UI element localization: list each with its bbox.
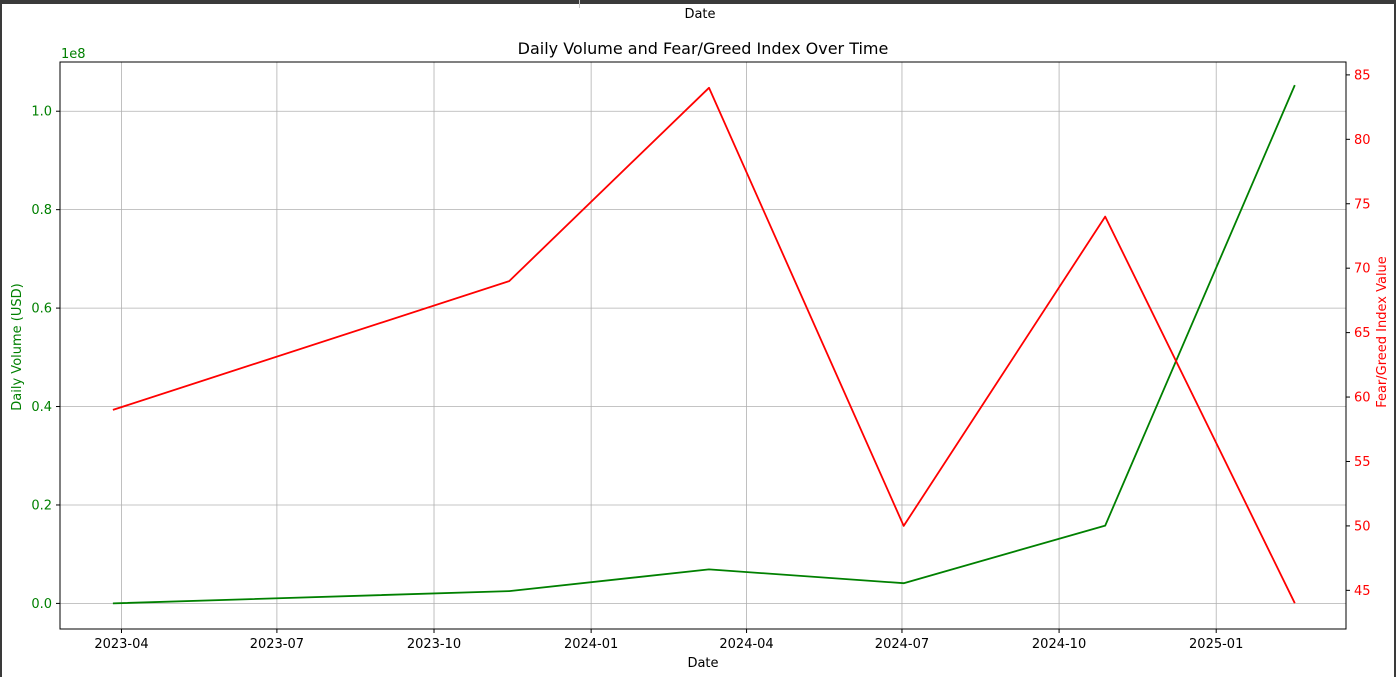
x-tick-label: 2023-10 [407,637,461,652]
left-y-tick-label: 0.4 [31,400,52,415]
plot-frame [59,61,1347,630]
right-y-tick-label: 85 [1354,68,1371,83]
x-tick-label: 2023-04 [94,637,148,652]
fear-greed-line [112,86,1296,604]
right-y-tick-label: 70 [1354,262,1371,277]
window-top-bar [0,0,1396,4]
left-y-tick-label: 0.2 [31,498,52,513]
left-y-tick-label: 0.0 [31,597,52,612]
right-y-tick-label: 50 [1354,519,1371,534]
right-y-tick-label: 55 [1354,455,1371,470]
x-tick-label: 2024-01 [564,637,618,652]
left-y-tick-label: 0.6 [31,302,52,317]
series-layer [112,84,1296,605]
right-y-tick-label: 65 [1354,326,1371,341]
left-axis: 0.0 0.2 0.4 0.6 0.8 1.0 [31,105,60,612]
left-y-tick-label: 0.8 [31,203,52,218]
window-top-bar-divider [579,0,580,8]
right-y-tick-label: 75 [1354,197,1371,212]
x-tick-label: 2023-07 [250,637,304,652]
left-y-tick-label: 1.0 [31,105,52,120]
top-axis-label: Date [684,7,716,22]
left-axis-label: Daily Volume (USD) [10,283,25,410]
x-tick-label: 2024-10 [1032,637,1086,652]
right-axis: 45 50 55 60 65 70 75 80 85 [1346,68,1371,599]
x-tick-label: 2024-04 [719,637,773,652]
right-y-tick-label: 45 [1354,584,1371,599]
x-tick-label: 2024-07 [875,637,929,652]
chart-title: Daily Volume and Fear/Greed Index Over T… [518,39,889,58]
right-y-tick-label: 80 [1354,133,1371,148]
x-axis: 2023-04 2023-07 2023-10 2024-01 2024-04 2024-… [94,629,1243,652]
volume-line [112,84,1296,605]
x-tick-label: 2025-01 [1189,637,1243,652]
right-axis-label: Fear/Greed Index Value [1375,256,1390,408]
x-axis-label: Date [687,656,718,671]
right-y-tick-label: 60 [1354,391,1371,406]
grid [60,62,1346,629]
left-axis-offset-text: 1e8 [61,47,86,62]
